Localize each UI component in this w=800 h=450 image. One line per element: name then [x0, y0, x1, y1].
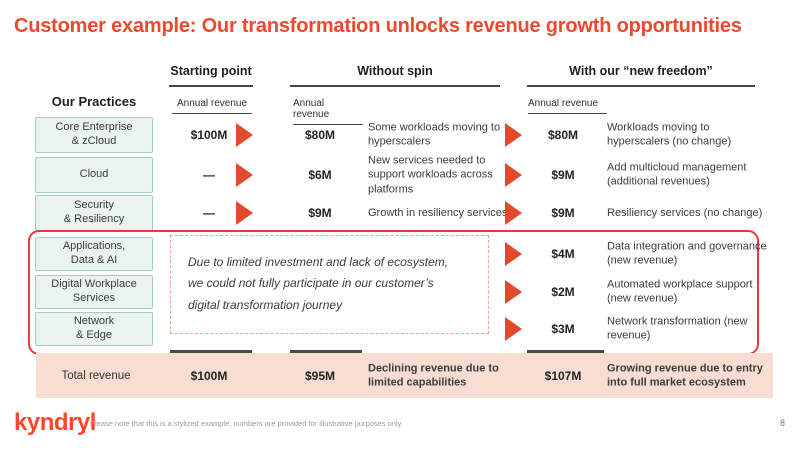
total-starting-value: $100M — [190, 368, 228, 383]
practice-box: Cloud — [35, 157, 153, 193]
without-spin-description: New services needed to support workloads… — [368, 154, 493, 196]
total-row: Total revenue $100M $95M Declining reven… — [36, 353, 773, 398]
column-group-label: Without spin — [357, 64, 433, 78]
new-freedom-value: $3M — [551, 322, 575, 336]
new-freedom-description: Data integration and governance (new rev… — [607, 240, 767, 267]
column-group-label: With our “new freedom” — [569, 64, 713, 78]
total-sum-bar — [170, 350, 252, 353]
without-spin-description: Some workloads moving to hyperscalers — [368, 121, 501, 148]
new-freedom-description: Workloads moving to hyperscalers (no cha… — [607, 121, 732, 148]
new-freedom-description: Network transformation (new revenue) — [607, 315, 748, 342]
table-row: Core Enterprise & zCloud $100M $80M Some… — [0, 117, 800, 153]
without-spin-value: $80M — [304, 128, 336, 142]
arrow-right-icon — [236, 201, 253, 225]
new-freedom-description: Resiliency services (no change) — [607, 206, 763, 219]
column-group-underline — [527, 85, 755, 87]
total-sum-bar — [527, 350, 604, 353]
total-new-freedom-value: $107M — [544, 368, 582, 383]
arrow-right-icon — [505, 280, 522, 304]
table-row: Network & Edge $3M Network transformatio… — [0, 312, 800, 346]
column-group-without-spin: Without spin — [290, 64, 500, 87]
arrow-right-icon — [236, 163, 253, 187]
column-group-new-freedom: With our “new freedom” — [527, 64, 755, 87]
slide-title: Customer example: Our transformation unl… — [14, 15, 742, 37]
without-spin-description: Growth in resiliency services — [368, 206, 508, 219]
column-group-underline — [169, 85, 253, 87]
starting-value: $100M — [190, 128, 228, 142]
new-freedom-value: $4M — [551, 247, 575, 261]
practice-box: Applications, Data & AI — [35, 237, 153, 271]
total-sum-bar — [290, 350, 362, 353]
total-label: Total revenue — [61, 369, 131, 382]
annual-revenue-label-without-spin: Annual revenue — [293, 98, 363, 125]
practice-box: Core Enterprise & zCloud — [35, 117, 153, 153]
starting-value: — — [203, 168, 215, 182]
annual-revenue-label-new-freedom: Annual revenue — [528, 98, 607, 114]
arrow-right-icon — [505, 163, 522, 187]
arrow-right-icon — [505, 201, 522, 225]
new-freedom-description: Automated workplace support (new revenue… — [607, 278, 753, 305]
without-spin-value: $9M — [308, 206, 332, 220]
annual-revenue-label-starting: Annual revenue — [172, 98, 252, 114]
arrow-right-icon — [505, 123, 522, 147]
table-row: Digital Workplace Services $2M Automated… — [0, 275, 800, 309]
column-group-starting-point: Starting point — [169, 64, 253, 87]
new-freedom-value: $9M — [551, 206, 575, 220]
page-number: 8 — [780, 418, 786, 428]
starting-value: — — [203, 206, 215, 220]
new-freedom-value: $2M — [551, 285, 575, 299]
footnote: Please note that this is a stylized exam… — [90, 419, 402, 428]
table-row: Cloud — $6M New services needed to suppo… — [0, 155, 800, 195]
arrow-right-icon — [505, 317, 522, 341]
new-freedom-description: Add multicloud management (additional re… — [607, 161, 747, 188]
total-without-spin-description: Declining revenue due to limited capabil… — [368, 362, 499, 389]
total-without-spin-value: $95M — [304, 368, 336, 383]
table-row: Security & Resiliency — $9M Growth in re… — [0, 195, 800, 231]
arrow-right-icon — [236, 123, 253, 147]
practice-box: Network & Edge — [35, 312, 153, 346]
without-spin-value: $6M — [308, 168, 332, 182]
practice-box: Digital Workplace Services — [35, 275, 153, 309]
kyndryl-logo-dot — [82, 430, 85, 433]
column-group-label: Starting point — [170, 64, 252, 78]
arrow-right-icon — [505, 242, 522, 266]
limitation-note-box — [170, 235, 489, 334]
total-new-freedom-description: Growing revenue due to entry into full m… — [607, 362, 763, 389]
column-group-underline — [290, 85, 500, 87]
practices-header: Our Practices — [51, 94, 137, 109]
new-freedom-value: $80M — [547, 128, 579, 142]
table-row: Applications, Data & AI $4M Data integra… — [0, 237, 800, 271]
new-freedom-value: $9M — [551, 168, 575, 182]
limitation-note-text: Due to limited investment and lack of ec… — [188, 255, 449, 312]
practice-box: Security & Resiliency — [35, 195, 153, 231]
